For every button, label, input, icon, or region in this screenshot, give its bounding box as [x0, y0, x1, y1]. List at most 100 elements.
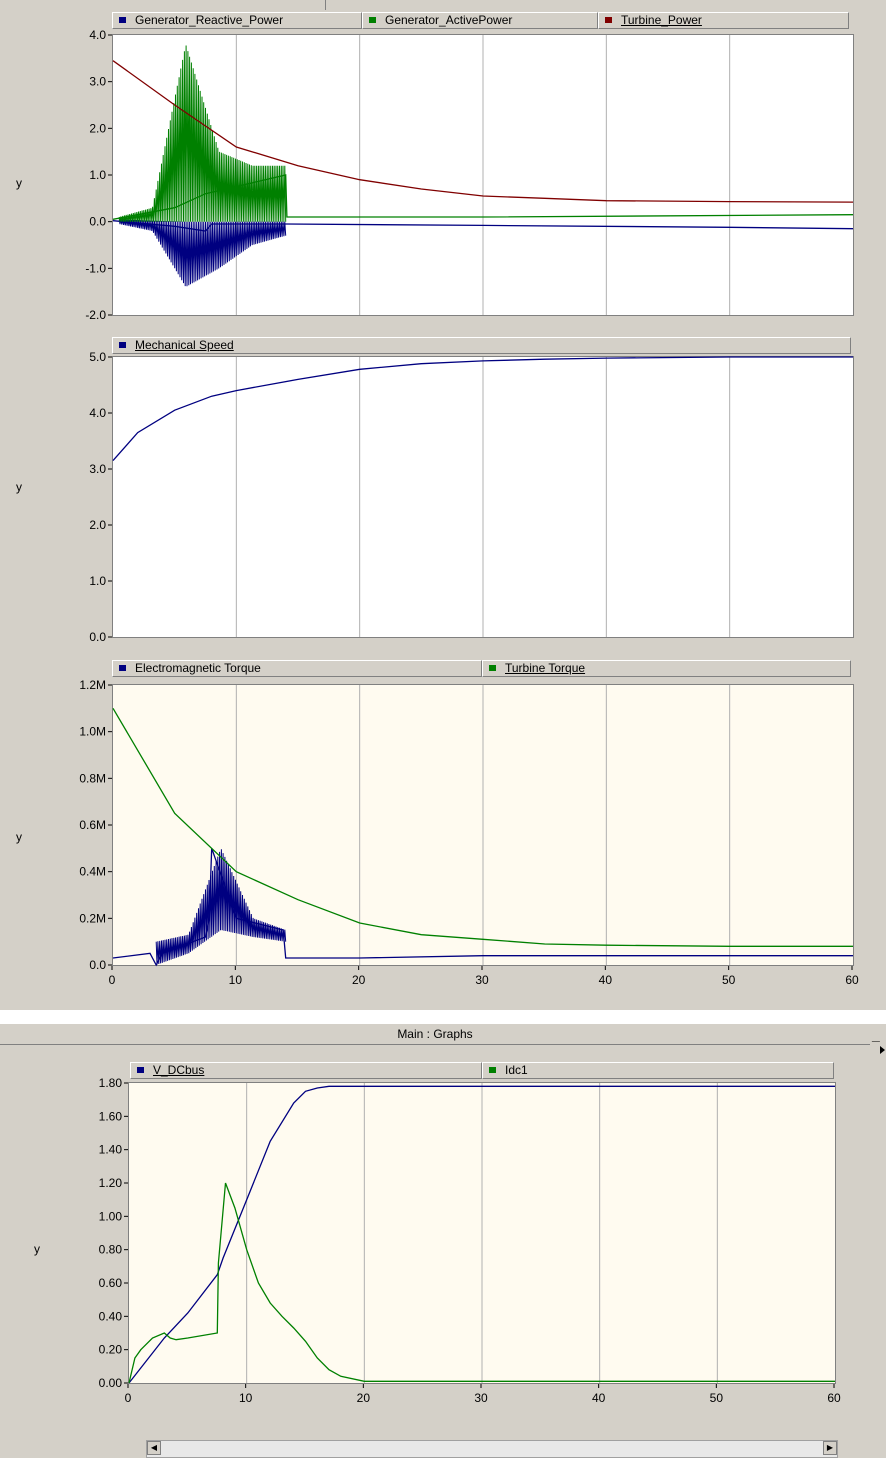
y-tick-label: 0.0: [89, 215, 106, 229]
y-tick-label: -1.0: [85, 261, 106, 275]
series-swatch: [119, 17, 126, 23]
legend-item-generator-active-power[interactable]: Generator_ActivePower: [362, 12, 598, 29]
series-swatch: [119, 342, 126, 348]
graph-1-y-axis-label: y: [16, 176, 22, 190]
graph-2-svg: [112, 356, 853, 637]
y-tick-label: 1.2M: [79, 678, 106, 692]
x-tick-label: 0: [109, 973, 116, 987]
series-swatch: [137, 1067, 144, 1073]
y-tick-label: 0.80: [99, 1243, 123, 1257]
graph-2-y-axis-label: y: [16, 480, 22, 494]
y-tick-label: 2.0: [89, 121, 106, 135]
series-swatch: [369, 17, 376, 23]
legend-item-generator-reactive-power[interactable]: Generator_Reactive_Power: [112, 12, 362, 29]
graph-4-svg: [128, 1083, 835, 1384]
series-line-1: [112, 707, 853, 947]
graph-3-y-axis: 1.2M 1.0M 0.8M 0.6M 0.4M 0.2M 0.0: [79, 678, 112, 972]
y-tick-label: -2.0: [85, 308, 106, 322]
graph-2-plot-area[interactable]: [112, 356, 854, 638]
y-tick-label: 4.0: [89, 406, 106, 420]
graph-3-legend: Electromagnetic Torque Turbine Torque: [112, 660, 851, 677]
graph-1-plot-area[interactable]: [112, 34, 854, 316]
y-tick-label: 1.00: [99, 1209, 123, 1223]
y-tick-label: 1.20: [99, 1176, 123, 1190]
legend-item-turbine-power[interactable]: Turbine_Power: [598, 12, 849, 29]
x-tick-label: 40: [599, 973, 613, 987]
y-tick-label: 0.0: [89, 630, 106, 644]
series-line-0: [128, 1085, 835, 1384]
x-tick-label: 10: [229, 973, 243, 987]
series-oscillation-0: [155, 849, 287, 965]
x-tick-label: 30: [475, 973, 489, 987]
x-tick-label: 60: [845, 973, 859, 987]
window-title: Main : Graphs: [397, 1027, 473, 1041]
y-tick-label: 1.40: [99, 1143, 123, 1157]
y-tick-label: 0.0: [89, 958, 106, 972]
series-oscillation-1: [118, 45, 287, 222]
y-tick-label: 3.0: [89, 75, 106, 89]
x-tick-label: 10: [239, 1391, 253, 1405]
horizontal-scrollbar[interactable]: ◀ ▶: [146, 1440, 838, 1458]
shared-x-axis: 0 10 20 30 40 50 60: [109, 966, 859, 987]
graph-4-y-axis: 1.80 1.60 1.40 1.20 1.00 0.80 0.60 0.40 0.20 0.00: [99, 1076, 128, 1390]
y-tick-label: 4.0: [89, 28, 106, 42]
window-title-bar: Main : Graphs: [0, 1024, 870, 1045]
series-oscillation-0: [118, 219, 287, 287]
x-tick-label: 20: [357, 1391, 371, 1405]
y-tick-label: 0.4M: [79, 865, 106, 879]
graph-1-legend: Generator_Reactive_Power Generator_Activ…: [112, 12, 849, 29]
series-swatch: [489, 1067, 496, 1073]
y-tick-label: 0.6M: [79, 818, 106, 832]
y-tick-label: 0.20: [99, 1343, 123, 1357]
x-tick-label: 20: [352, 973, 366, 987]
x-tick-label: 50: [710, 1391, 724, 1405]
series-swatch: [489, 665, 496, 671]
graph-1-svg: [112, 35, 854, 315]
y-tick-label: 2.0: [89, 518, 106, 532]
y-tick-label: 1.0M: [79, 725, 106, 739]
series-line-2: [112, 60, 854, 203]
series-swatch: [119, 665, 126, 671]
expand-arrow-icon[interactable]: [880, 1046, 885, 1054]
graph-3-y-axis-label: y: [16, 830, 22, 844]
legend-item-idc1[interactable]: Idc1: [482, 1062, 834, 1079]
x-tick-label: 30: [474, 1391, 488, 1405]
graph-1-y-axis: 4.0 3.0 2.0 1.0 0.0 -1.0 -2.0: [85, 28, 112, 322]
x-tick-label: 0: [125, 1391, 132, 1405]
graph-3-svg: [112, 685, 853, 967]
graph-2-y-axis: 5.0 4.0 3.0 2.0 1.0 0.0: [89, 350, 112, 644]
y-tick-label: 0.2M: [79, 911, 106, 925]
graph-4-legend: V_DCbus Idc1: [130, 1062, 834, 1079]
y-tick-label: 1.80: [99, 1076, 123, 1090]
y-tick-label: 1.60: [99, 1109, 123, 1123]
graph-4-y-axis-label: y: [34, 1242, 40, 1256]
x-tick-label: 60: [827, 1391, 841, 1405]
scroll-right-icon[interactable]: ▶: [823, 1441, 837, 1455]
top-strip: [0, 0, 326, 10]
series-line-0: [112, 356, 853, 462]
series-swatch: [605, 17, 612, 23]
y-tick-label: 0.40: [99, 1309, 123, 1323]
y-tick-label: 0.8M: [79, 771, 106, 785]
legend-item-v-dcbus[interactable]: V_DCbus: [130, 1062, 482, 1079]
y-tick-label: 1.0: [89, 574, 106, 588]
series-line-1: [112, 174, 854, 220]
graph-4-plot-area[interactable]: [128, 1082, 836, 1384]
y-tick-label: 3.0: [89, 462, 106, 476]
y-tick-label: 5.0: [89, 350, 106, 364]
series-line-1: [128, 1182, 835, 1384]
y-tick-label: 1.0: [89, 168, 106, 182]
x-tick-label: 50: [722, 973, 736, 987]
legend-item-turbine-torque[interactable]: Turbine Torque: [482, 660, 851, 677]
minimize-button[interactable]: _: [872, 1027, 880, 1043]
scroll-left-icon[interactable]: ◀: [147, 1441, 161, 1455]
x-tick-label: 40: [592, 1391, 606, 1405]
legend-item-mechanical-speed[interactable]: Mechanical Speed: [112, 337, 851, 354]
y-tick-label: 0.00: [99, 1376, 123, 1390]
graph-4-x-axis: 0 10 20 30 40 50 60: [125, 1384, 841, 1405]
series-line-0: [112, 220, 854, 232]
graph-3-plot-area[interactable]: [112, 684, 854, 967]
graph-2-legend: Mechanical Speed: [112, 337, 851, 354]
y-tick-label: 0.60: [99, 1276, 123, 1290]
legend-item-electromagnetic-torque[interactable]: Electromagnetic Torque: [112, 660, 482, 677]
